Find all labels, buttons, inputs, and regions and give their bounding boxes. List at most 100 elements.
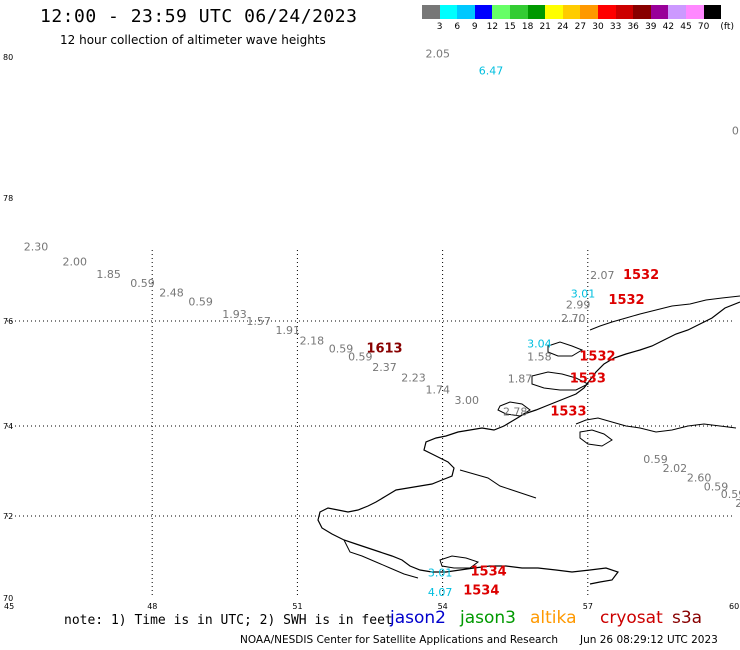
wave-height-value: 3.00 [455,394,480,407]
wave-height-value: 3.01 [571,288,596,301]
coastline-segment [589,295,740,331]
legend-label: 3 [436,22,443,32]
wave-height-value: 1.91 [275,324,300,337]
lon-tick-label: 48 [147,602,157,611]
island-outline [579,429,613,447]
footer-credit: NOAA/NESDIS Center for Satellite Applica… [240,634,558,646]
axis-labels: 45 48 51 54 57 60 80 78 76 74 72 70 [3,53,739,611]
legend-label: 45 [680,22,692,32]
legend-label: 33 [609,22,622,32]
wave-height-value: 1.93 [222,308,247,321]
legend-swatch [633,5,651,19]
legend-swatch [509,5,528,19]
legend-swatch [457,5,475,19]
wave-height-value: 2.00 [63,256,88,269]
lat-tick-label: 74 [3,422,13,431]
wave-height-value: 0.59 [329,343,354,356]
legend-swatch [615,5,634,19]
coastline-segment [343,539,419,579]
satellite-altika: altika [530,608,577,628]
wave-height-value: 0 [732,125,739,138]
island-outline [439,555,480,569]
legend-label: 30 [592,22,604,32]
lat-tick-label: 76 [3,317,13,326]
satellite-jason2: jason2 [390,608,446,628]
wave-height-value: 1.58 [527,350,552,363]
wave-height-value: 2.37 [372,361,397,374]
lat-tick-label: 78 [3,194,13,203]
island-outline [497,401,531,417]
wave-height-value: 2.70 [561,312,586,325]
lat-tick-label: 80 [3,53,13,62]
graticule [7,250,733,598]
legend-swatch [562,5,581,19]
coastline-segment [459,469,537,499]
legend-swatch [474,5,493,19]
wave-height-value: 2.78 [503,406,528,419]
pass-id-label: 1613 [366,342,402,357]
satellite-s3a: s3a [672,608,703,628]
pass-id-label: 1533 [550,405,586,420]
legend-label: 9 [471,22,478,32]
legend-swatch [685,5,704,19]
wave-height-value: 2.18 [300,335,325,348]
wave-height-value: 1.85 [96,268,121,281]
pass-id-label: 1532 [623,268,659,283]
legend-swatch [668,5,686,19]
island-outline [547,341,584,357]
wave-height-value: 0.59 [188,296,213,309]
pass-id-label: 161 [739,482,740,497]
legend-swatch [492,5,510,19]
legend-label: 36 [627,22,639,32]
wave-height-value: 1.74 [426,383,451,396]
lon-tick-label: 57 [583,602,593,611]
coastline-novaya-zemlya [317,295,740,585]
legend-swatch [422,5,440,19]
page-title: 12:00 - 23:59 UTC 06/24/2023 [40,6,358,27]
wave-height-value: 2.02 [663,462,688,475]
lon-tick-label: 60 [729,602,739,611]
legend-swatch [650,5,669,19]
legend-label: 18 [521,22,534,32]
satellite-jason3: jason3 [460,608,516,628]
lon-tick-label: 54 [438,602,448,611]
wave-height-value: 2.07 [590,269,615,282]
wave-height-value: 1.87 [508,372,533,385]
wave-height-value: 3.01 [428,566,453,579]
legend-swatch [597,5,616,19]
wave-height-value: 0.59 [721,488,740,501]
wave-height-value: 2.99 [566,299,591,312]
legend-label: 6 [454,22,461,32]
wave-height-value: 0.59 [704,480,729,493]
wave-height-value: 0.59 [643,453,668,466]
pass-id-label: 1532 [608,293,644,308]
pass-id-label: 1534 [470,564,506,579]
legend-swatch [703,5,722,19]
wave-height-value: 2.05 [426,48,451,61]
wave-height-value: 4.07 [428,586,453,599]
lon-tick-label: 45 [4,602,14,611]
legend-label: 70 [697,22,710,32]
legend-swatch [545,5,563,19]
coastline-segment [575,417,737,433]
legend-swatch [527,5,546,19]
pass-id-labels: 1532 1532 1532 1533 1533 1613 161 1534 1534 [366,268,740,599]
wave-height-value: 2.23 [401,371,426,384]
wave-height-value: 6.47 [479,65,504,78]
wave-height-value: 0.59 [348,350,373,363]
pass-id-label: 1534 [463,584,499,599]
wave-height-value: 2.48 [159,286,184,299]
legend-unit: (ft) [720,22,734,32]
legend-label: 27 [574,22,587,32]
page-subtitle: 12 hour collection of altimeter wave hei… [60,33,326,47]
legend-label: 21 [539,22,551,32]
note-text: note: 1) Time is in UTC; 2) SWH is in fe… [64,613,393,628]
lon-tick-label: 51 [292,602,302,611]
wave-height-value: 1.57 [246,315,271,328]
wave-height-value: 2.25 [735,497,740,510]
wave-height-values: 2.056.4702.302.001.850.592.480.591.931.5… [24,48,740,599]
satellite-cryosat: cryosat [600,608,663,628]
legend-label: 39 [645,22,657,32]
wave-height-value: 3.04 [527,337,552,350]
